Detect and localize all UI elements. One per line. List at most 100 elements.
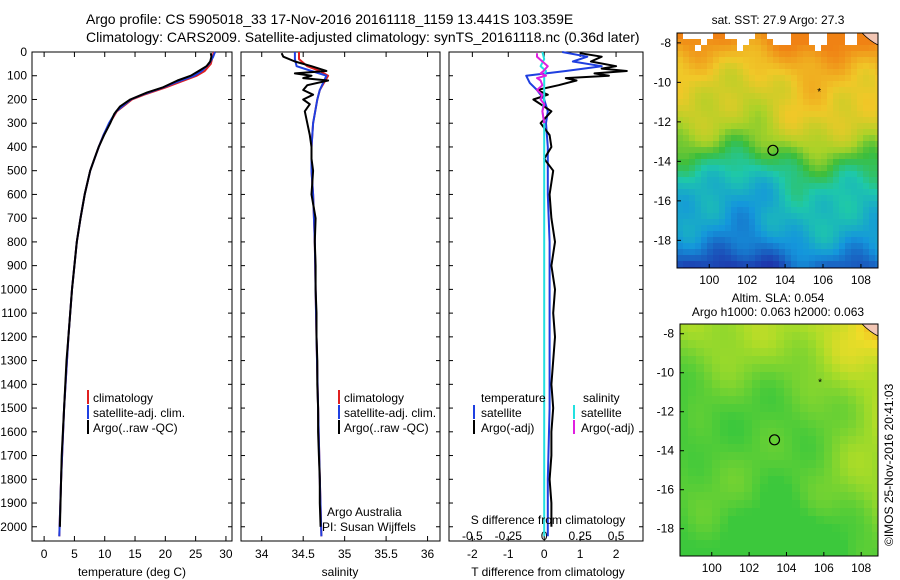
sst-cell bbox=[785, 171, 791, 177]
sst-cell bbox=[755, 213, 761, 219]
sst-cell bbox=[779, 117, 785, 123]
sst-cell bbox=[851, 171, 857, 177]
sla-cell bbox=[752, 532, 760, 540]
sst-cell bbox=[779, 135, 785, 141]
sla-cell bbox=[776, 500, 784, 508]
sla-cell bbox=[728, 332, 736, 340]
sla-cell bbox=[840, 372, 848, 380]
sla-cell bbox=[784, 492, 792, 500]
sla-cell bbox=[856, 524, 864, 532]
sla-cell bbox=[720, 388, 728, 396]
sst-cell bbox=[743, 159, 749, 165]
sla-cell bbox=[864, 388, 872, 396]
sla-cell bbox=[744, 524, 752, 532]
sla-cell bbox=[824, 460, 832, 468]
sst-cell bbox=[701, 87, 707, 93]
sst-cell bbox=[809, 171, 815, 177]
sst-cell bbox=[827, 219, 833, 225]
sla-cell bbox=[744, 500, 752, 508]
sst-cell bbox=[731, 189, 737, 195]
sst-cell bbox=[683, 147, 689, 153]
sla-cell bbox=[784, 532, 792, 540]
sla-cell bbox=[784, 436, 792, 444]
sla-cell bbox=[832, 548, 840, 556]
sst-cell bbox=[749, 159, 755, 165]
sst-cell bbox=[863, 237, 869, 243]
sst-cell bbox=[803, 261, 809, 267]
sst-cell bbox=[833, 177, 839, 183]
sst-cell bbox=[737, 201, 743, 207]
sla-cell bbox=[736, 468, 744, 476]
sst-cell bbox=[689, 249, 695, 255]
sst-cell bbox=[851, 57, 857, 63]
sst-cell bbox=[737, 213, 743, 219]
sst-cell bbox=[713, 201, 719, 207]
sst-cell bbox=[695, 105, 701, 111]
sst-cell bbox=[713, 33, 719, 39]
sla-cell bbox=[768, 532, 776, 540]
sla-cell bbox=[712, 340, 720, 348]
sst-cell bbox=[815, 87, 821, 93]
pi-label: PI: Susan Wijffels bbox=[322, 520, 416, 534]
sla-cell bbox=[768, 364, 776, 372]
sst-cell bbox=[869, 75, 875, 81]
sla-cell bbox=[848, 324, 856, 332]
sst-cell bbox=[815, 213, 821, 219]
sla-cell bbox=[736, 500, 744, 508]
sla-map-panel: Altim. SLA: 0.054 Argo h1000: 0.063 h200… bbox=[657, 291, 879, 575]
sst-cell bbox=[701, 195, 707, 201]
sst-cell bbox=[749, 141, 755, 147]
sla-cell bbox=[784, 348, 792, 356]
sst-cell bbox=[719, 183, 725, 189]
sst-cell bbox=[857, 147, 863, 153]
sst-cell bbox=[785, 201, 791, 207]
sst-cell bbox=[785, 93, 791, 99]
sla-cell bbox=[736, 548, 744, 556]
sst-cell bbox=[803, 177, 809, 183]
sst-cell bbox=[851, 225, 857, 231]
sst-cell bbox=[713, 249, 719, 255]
sst-cell bbox=[731, 243, 737, 249]
sst-cell bbox=[863, 99, 869, 105]
sst-cell bbox=[809, 213, 815, 219]
sst-cell bbox=[689, 219, 695, 225]
temperature-x-tick-label: 30 bbox=[219, 547, 233, 561]
sst-map-axes: 100 102 104 106 108-8-10-12-14-16-18 bbox=[654, 36, 872, 287]
sst-cell bbox=[719, 147, 725, 153]
sla-cell bbox=[816, 420, 824, 428]
sst-cell bbox=[755, 165, 761, 171]
sla-cell bbox=[760, 356, 768, 364]
sst-cell bbox=[821, 165, 827, 171]
sla-cell bbox=[784, 364, 792, 372]
sst-cell bbox=[797, 231, 803, 237]
sst-cell bbox=[677, 165, 683, 171]
sla-cell bbox=[752, 476, 760, 484]
sla-cell bbox=[688, 484, 696, 492]
sst-cell bbox=[701, 33, 707, 39]
sla-cell bbox=[856, 332, 864, 340]
sst-cell bbox=[827, 183, 833, 189]
sst-cell bbox=[755, 171, 761, 177]
sst-cell bbox=[695, 171, 701, 177]
sla-cell bbox=[792, 460, 800, 468]
sst-cell bbox=[809, 189, 815, 195]
salinity-x-tick-label: 35 bbox=[338, 547, 352, 561]
sla-cell bbox=[680, 412, 688, 420]
sla-cell bbox=[744, 516, 752, 524]
sst-cell bbox=[767, 99, 773, 105]
sla-cell bbox=[808, 460, 816, 468]
sla-cell bbox=[776, 332, 784, 340]
sla-cell bbox=[680, 508, 688, 516]
sst-cell bbox=[755, 99, 761, 105]
sst-cell bbox=[791, 63, 797, 69]
sla-cell bbox=[800, 348, 808, 356]
sla-cell bbox=[760, 524, 768, 532]
sst-cell bbox=[791, 75, 797, 81]
sla-cell bbox=[840, 484, 848, 492]
sla-cell bbox=[800, 476, 808, 484]
sst-cell bbox=[839, 129, 845, 135]
sst-cell bbox=[797, 255, 803, 261]
sst-cell bbox=[827, 105, 833, 111]
sst-cell bbox=[731, 177, 737, 183]
sla-cell bbox=[744, 492, 752, 500]
